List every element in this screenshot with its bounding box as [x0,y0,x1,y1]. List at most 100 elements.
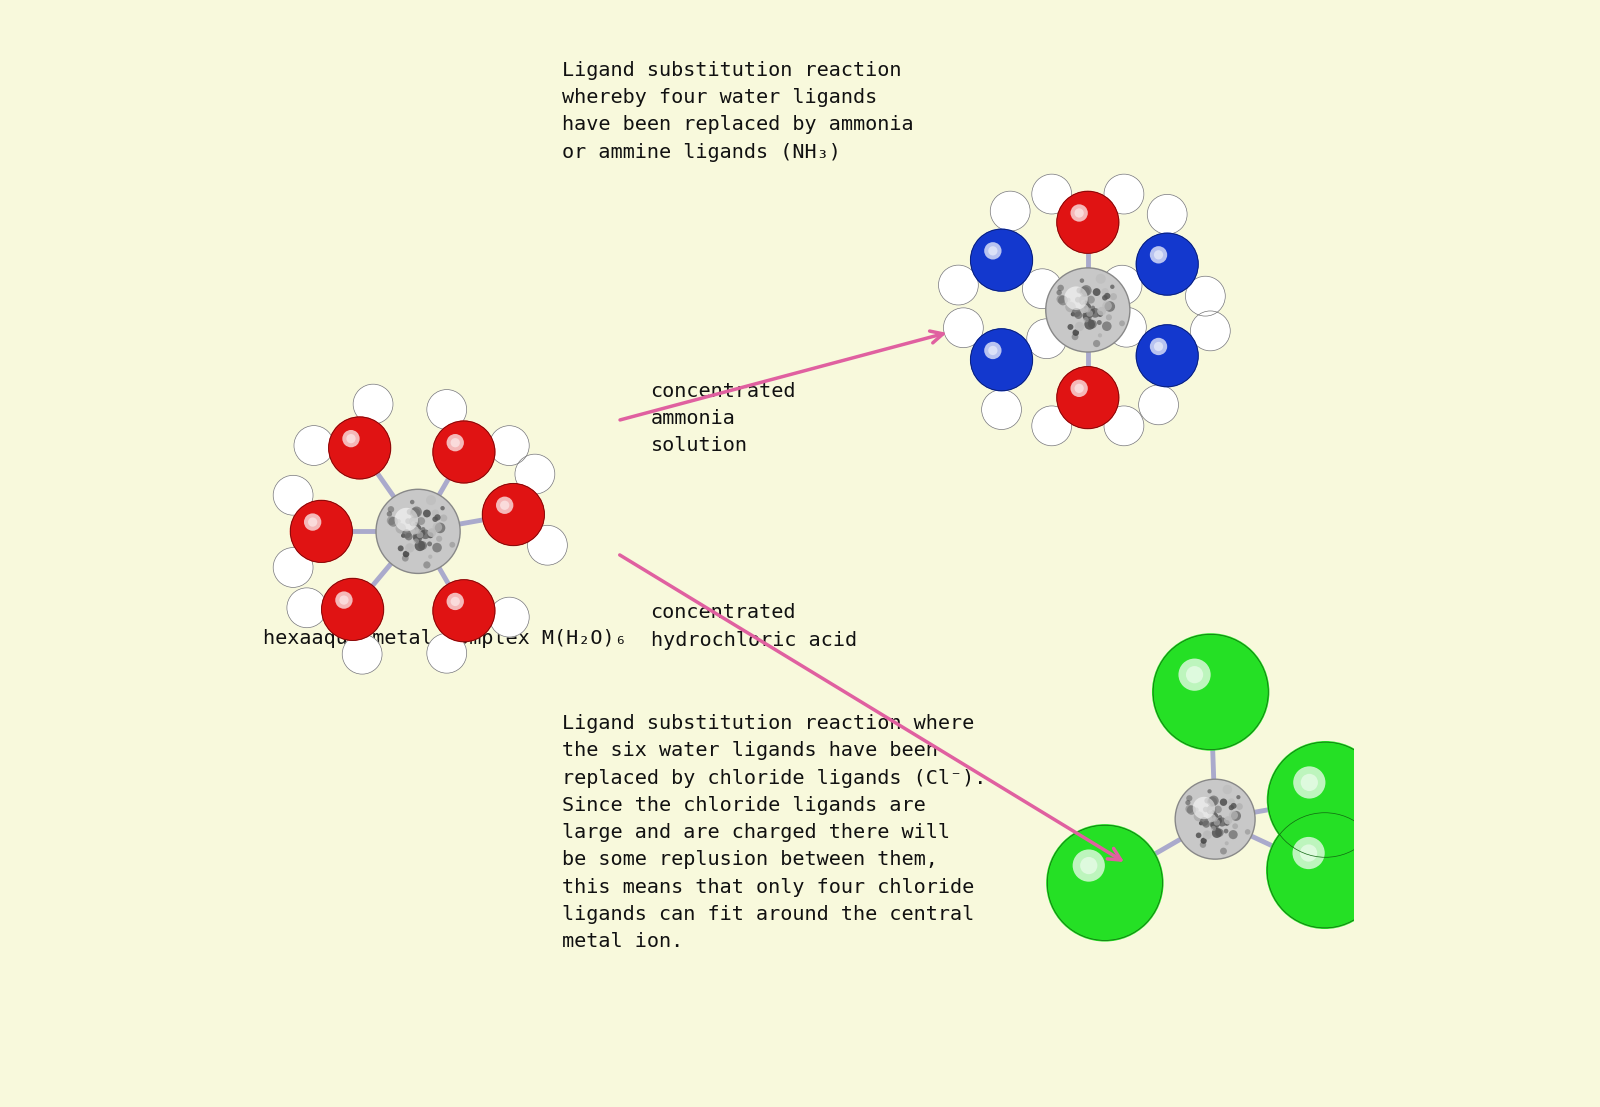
Circle shape [1109,411,1134,435]
Circle shape [501,608,507,614]
Circle shape [1197,318,1218,338]
Circle shape [1083,301,1090,308]
Circle shape [490,490,531,531]
Circle shape [1053,830,1152,930]
Circle shape [333,590,362,618]
Circle shape [427,391,464,427]
Circle shape [493,430,522,458]
Circle shape [493,600,523,631]
Circle shape [1270,745,1376,850]
Circle shape [398,546,403,551]
Circle shape [1038,180,1059,200]
Circle shape [440,506,445,510]
Circle shape [1149,196,1184,230]
Circle shape [360,390,381,412]
Circle shape [1106,268,1136,299]
Circle shape [1192,282,1214,304]
Circle shape [1067,201,1099,232]
Circle shape [1064,198,1106,239]
Circle shape [490,597,530,638]
Circle shape [278,552,304,578]
Circle shape [1034,280,1040,286]
Circle shape [1230,803,1237,809]
Circle shape [333,589,363,620]
Circle shape [496,603,518,625]
Circle shape [946,310,978,343]
Circle shape [1141,387,1173,420]
Circle shape [344,637,379,671]
Circle shape [294,504,344,555]
Circle shape [1165,645,1246,727]
Circle shape [1032,175,1070,213]
Circle shape [1082,286,1091,296]
Circle shape [1232,824,1238,829]
Circle shape [322,578,384,641]
Circle shape [530,528,563,560]
Circle shape [944,271,966,293]
Circle shape [1152,199,1178,225]
Circle shape [1029,321,1062,355]
Circle shape [1150,246,1166,263]
Circle shape [1034,325,1054,345]
Circle shape [1146,392,1165,412]
Circle shape [1286,759,1350,823]
Circle shape [354,385,390,422]
Circle shape [1112,413,1130,432]
Circle shape [1194,313,1226,345]
Circle shape [1102,265,1142,306]
Circle shape [1219,798,1227,806]
Circle shape [424,561,430,569]
Circle shape [1106,407,1141,442]
Circle shape [989,345,997,355]
Circle shape [1283,828,1352,898]
Circle shape [1104,301,1115,312]
Circle shape [952,315,968,332]
Circle shape [435,397,451,414]
Circle shape [973,231,1027,286]
Circle shape [338,425,374,463]
Circle shape [1144,333,1182,371]
Circle shape [403,551,410,557]
Circle shape [1146,392,1165,411]
Circle shape [531,528,562,559]
Circle shape [350,643,362,654]
Circle shape [973,331,1027,385]
Circle shape [1214,819,1222,826]
Circle shape [1037,411,1061,435]
Circle shape [1056,366,1120,430]
Circle shape [1144,390,1170,415]
Circle shape [1146,334,1181,369]
Circle shape [1189,279,1219,310]
Circle shape [434,639,454,661]
Circle shape [939,266,976,302]
Circle shape [494,495,522,523]
Circle shape [1110,284,1115,289]
Circle shape [272,547,314,588]
Circle shape [1194,811,1203,821]
Circle shape [1107,270,1131,294]
Circle shape [346,638,376,668]
Circle shape [349,640,371,662]
Circle shape [987,395,1011,420]
Circle shape [330,587,368,624]
Circle shape [397,519,400,524]
Circle shape [346,434,355,443]
Circle shape [523,462,539,478]
Circle shape [350,642,366,659]
Circle shape [1150,197,1181,228]
Circle shape [944,309,981,345]
Circle shape [491,600,525,632]
Circle shape [534,531,555,552]
Circle shape [1070,380,1088,397]
Circle shape [1107,177,1138,208]
Circle shape [282,483,299,500]
Circle shape [1160,641,1254,735]
Circle shape [1070,312,1075,317]
Circle shape [1106,176,1141,210]
Circle shape [1056,290,1062,296]
Circle shape [293,593,317,618]
Circle shape [280,555,301,575]
Circle shape [1229,805,1234,810]
Circle shape [978,236,1019,277]
Circle shape [1147,393,1158,404]
